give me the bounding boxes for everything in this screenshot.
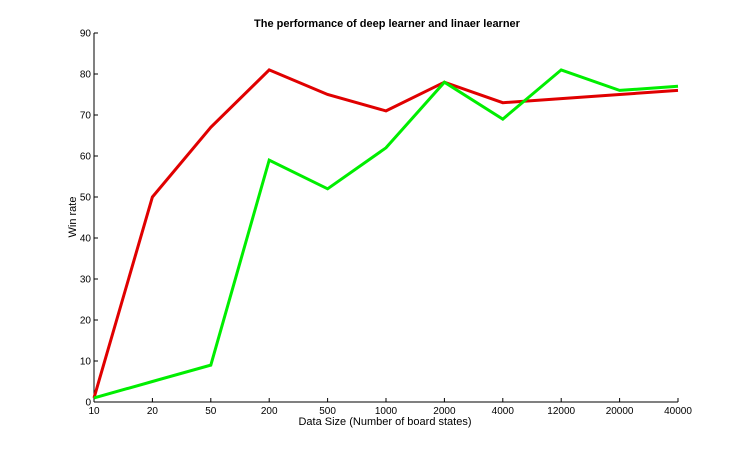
y-tick-label: 60 — [80, 152, 92, 163]
y-tick-label: 80 — [80, 70, 92, 81]
y-axis-title: Win rate — [67, 197, 79, 238]
y-tick-label: 70 — [80, 111, 92, 122]
x-tick-label: 20000 — [606, 406, 634, 417]
y-tick-label: 50 — [80, 193, 92, 204]
x-tick-label: 20 — [147, 406, 159, 417]
y-tick-label: 40 — [80, 234, 92, 245]
x-tick-label: 2000 — [433, 406, 456, 417]
x-tick-label: 10 — [88, 406, 100, 417]
y-tick-label: 30 — [80, 275, 92, 286]
y-tick-label: 0 — [85, 398, 91, 409]
x-tick-label: 40000 — [664, 406, 692, 417]
series-layer — [92, 68, 679, 400]
series-line-1 — [92, 68, 679, 399]
x-tick-label: 4000 — [492, 406, 515, 417]
chart-title: The performance of deep learner and lina… — [254, 18, 521, 30]
y-tick-label: 10 — [80, 357, 92, 368]
x-tick-label: 1000 — [375, 406, 398, 417]
series-line-2 — [93, 68, 679, 400]
y-tick-label: 20 — [80, 316, 92, 327]
x-tick-label: 12000 — [547, 406, 575, 417]
x-tick-label: 200 — [261, 406, 278, 417]
x-tick-label: 50 — [205, 406, 217, 417]
x-axis-title: Data Size (Number of board states) — [298, 416, 471, 428]
y-tick-label: 90 — [80, 29, 92, 40]
x-tick-label: 500 — [319, 406, 336, 417]
